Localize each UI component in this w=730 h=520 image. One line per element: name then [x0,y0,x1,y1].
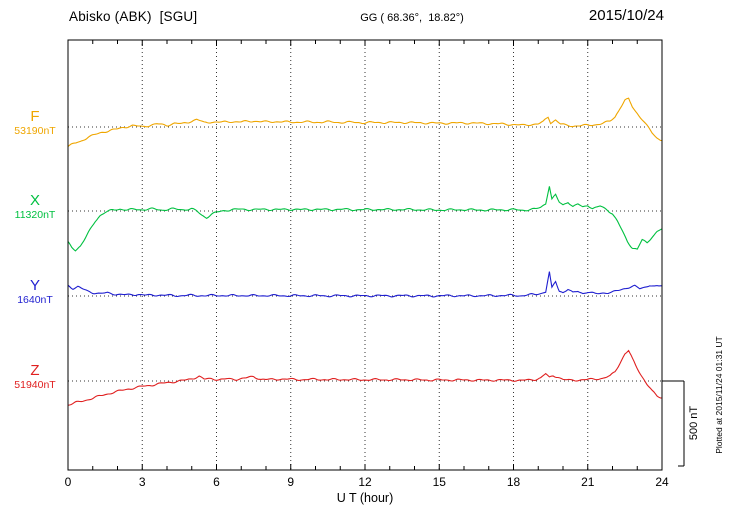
x-tick-label: 9 [287,475,294,489]
series-letter-F: F [30,108,40,125]
series-baseline-Y: 1640nT [17,294,53,306]
plot-frame [67,39,663,471]
series-label-Z: Z 51940nT [6,362,64,392]
x-tick-label: 24 [655,475,669,489]
trace-Y [67,271,662,298]
x-tick-label: 12 [358,475,372,489]
series-baseline-F: 53190nT [14,125,56,137]
x-tick-label: 18 [507,475,521,489]
series-letter-Y: Y [29,277,40,294]
x-tick-label: 6 [213,475,220,489]
station-title: Abisko (ABK) [SGU] [69,9,198,24]
trace-Z [67,349,663,406]
series-letter-X: X [29,192,40,209]
plotted-at-note: Plotted at 2015/11/24 01:31 UT [714,336,724,454]
series-label-X: X 11320nT [6,192,64,222]
plot-date: 2015/10/24 [588,7,664,24]
series-baseline-X: 11320nT [14,209,56,221]
x-tick-label: 15 [433,475,447,489]
series-label-F: F 53190nT [6,108,64,138]
trace-X [67,186,663,252]
x-tick-label: 0 [65,475,72,489]
geographic-coordinates: GG ( 68.36°, 18.82°) [360,12,464,24]
series-label-Y: Y 1640nT [6,277,64,307]
scale-bar-label: 500 nT [688,405,700,441]
x-axis-label: U T (hour) [336,491,394,505]
series-letter-Z: Z [30,362,40,379]
x-tick-label: 21 [581,475,595,489]
trace-F [67,97,663,148]
series-baseline-Z: 51940nT [14,379,56,391]
x-tick-label: 3 [139,475,146,489]
